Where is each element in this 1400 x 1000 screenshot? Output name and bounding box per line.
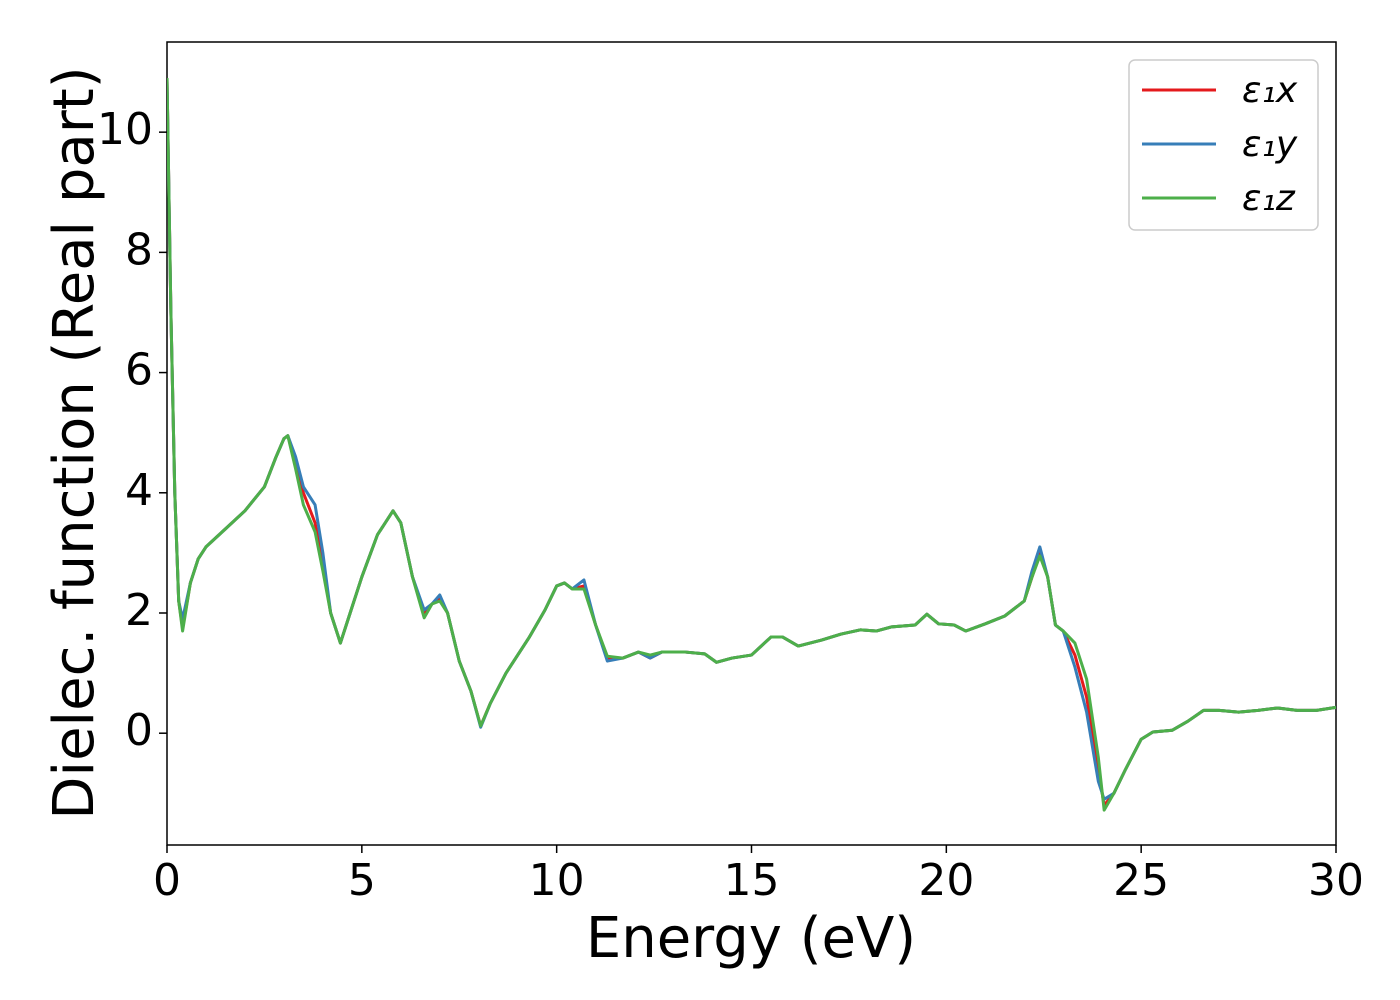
legend-label: ε₁x xyxy=(1242,70,1298,111)
legend-label: ε₁y xyxy=(1242,124,1298,165)
x-tick-label: 15 xyxy=(724,855,780,906)
legend-box xyxy=(1128,59,1319,231)
legend-label: ε₁z xyxy=(1242,178,1296,219)
y-tick-label: 8 xyxy=(125,224,153,275)
x-tick-label: 25 xyxy=(1113,855,1169,906)
x-tick-label: 10 xyxy=(529,855,585,906)
y-tick-label: 6 xyxy=(125,345,153,396)
x-axis-label: Energy (eV) xyxy=(586,906,916,971)
y-tick-label: 0 xyxy=(125,705,153,756)
data-line xyxy=(167,78,1336,801)
y-tick-label: 2 xyxy=(125,585,153,636)
x-tick-label: 30 xyxy=(1308,855,1364,906)
x-tick-label: 5 xyxy=(348,855,376,906)
y-tick-label: 10 xyxy=(97,104,153,155)
x-tick-label: 20 xyxy=(918,855,974,906)
y-axis-label: Dielec. function (Real part) xyxy=(42,66,107,819)
y-tick-label: 4 xyxy=(125,465,153,516)
x-tick-label: 0 xyxy=(153,855,181,906)
data-line xyxy=(167,78,1336,812)
